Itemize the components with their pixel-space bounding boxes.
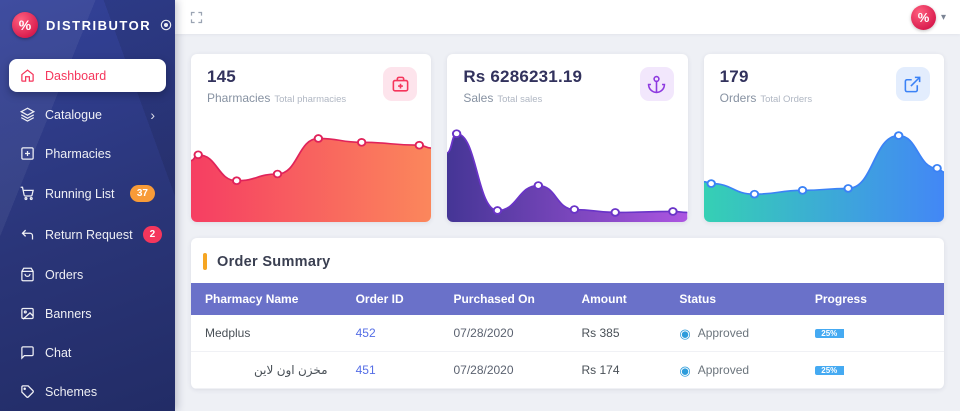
- order-id-link[interactable]: 452: [355, 326, 376, 340]
- sidebar-header: % DISTRIBUTOR: [0, 0, 175, 52]
- return-request-badge: 2: [142, 226, 163, 243]
- purchased-on-cell: 07/28/2020: [439, 351, 568, 389]
- share-icon: [895, 67, 930, 101]
- status-text: Approved: [697, 326, 750, 340]
- sales-stat-card: Rs 6286231.19 Sales Total sales: [447, 54, 688, 222]
- col-pharmacy-name: Pharmacy Name: [191, 283, 342, 315]
- sidebar-item-label: Banners: [45, 306, 92, 321]
- fullscreen-icon[interactable]: [189, 10, 204, 25]
- sidebar-item-label: Dashboard: [45, 68, 107, 83]
- sidebar-toggle-icon[interactable]: [159, 18, 173, 32]
- user-avatar[interactable]: %: [910, 4, 936, 30]
- col-progress: Progress: [800, 283, 944, 315]
- progress-bar: 25%: [814, 365, 930, 375]
- col-amount: Amount: [567, 283, 666, 315]
- pharmacies-count: 145: [207, 67, 236, 86]
- orders-count: 179: [719, 67, 749, 86]
- image-icon: [21, 307, 34, 320]
- medkit-icon: [383, 67, 418, 101]
- sidebar-item-pharmacies[interactable]: Pharmacies: [9, 137, 166, 170]
- chevron-down-icon: ▾: [940, 11, 946, 23]
- status-approved-icon: ◉: [679, 325, 691, 341]
- pharmacy-name-cell: Medplus: [191, 315, 342, 352]
- shopping-bag-icon: [21, 267, 34, 282]
- sidebar-item-catalogue[interactable]: Catalogue ›: [9, 98, 166, 131]
- sidebar-menu: Dashboard Catalogue › Pharmacies Running…: [0, 56, 175, 411]
- sidebar-item-label: Orders: [45, 267, 84, 282]
- sidebar-item-label: Pharmacies: [45, 146, 111, 161]
- running-list-badge: 37: [129, 185, 155, 202]
- plus-square-icon: [21, 147, 34, 160]
- sidebar-item-label: Return Request: [45, 227, 133, 242]
- sidebar-item-banners[interactable]: Banners: [9, 297, 166, 330]
- sidebar-item-schemes[interactable]: Schemes: [9, 375, 166, 408]
- sidebar-item-chat[interactable]: Chat: [9, 336, 166, 369]
- status-text: Approved: [697, 363, 750, 377]
- sales-sublabel: Total sales: [497, 94, 543, 105]
- orders-sparkline-chart: [703, 126, 944, 222]
- sales-sparkline-chart: [447, 126, 688, 222]
- sidebar: % DISTRIBUTOR Dashboard Catalogue › Phar…: [0, 0, 175, 411]
- stat-cards-row: 145 Pharmacies Total pharmacies Rs 628623…: [191, 54, 944, 222]
- user-menu[interactable]: % ▾: [910, 4, 946, 30]
- col-purchased-on: Purchased On: [439, 283, 568, 315]
- col-status: Status: [665, 283, 801, 315]
- topbar: % ▾: [175, 0, 960, 34]
- orders-sublabel: Total Orders: [760, 94, 813, 105]
- orders-label: Orders: [719, 91, 757, 105]
- sidebar-item-orders[interactable]: Orders: [9, 258, 166, 291]
- tag-icon: [21, 385, 34, 398]
- brand-logo-icon: %: [12, 12, 38, 38]
- cart-icon: [20, 186, 34, 201]
- orders-table-header-row: Pharmacy Name Order ID Purchased On Amou…: [191, 283, 944, 315]
- chevron-right-icon: ›: [150, 106, 155, 123]
- title-accent-bar: [203, 253, 207, 270]
- amount-cell: Rs 385: [567, 315, 666, 352]
- sidebar-item-return-request[interactable]: Return Request 2: [9, 217, 166, 252]
- order-id-link[interactable]: 451: [355, 363, 376, 377]
- anchor-icon: [639, 67, 674, 101]
- sidebar-item-label: Catalogue: [45, 107, 102, 122]
- order-summary-title: Order Summary: [217, 253, 331, 270]
- pharmacies-sublabel: Total pharmacies: [274, 94, 347, 105]
- pharmacies-sparkline-chart: [191, 126, 432, 222]
- home-icon: [21, 69, 34, 82]
- table-row: مخزن اون لاين 451 07/28/2020 Rs 174 ◉ App…: [191, 351, 944, 389]
- amount-cell: Rs 174: [567, 351, 666, 389]
- order-summary-card: Order Summary Pharmacy Name Order ID Pur…: [191, 238, 944, 389]
- col-order-id: Order ID: [341, 283, 440, 315]
- main-area: % ▾ 145 Pharmacies Total pharmacies: [175, 0, 960, 411]
- progress-bar: 25%: [814, 328, 930, 338]
- sales-label: Sales: [463, 91, 494, 105]
- chat-bubble-icon: [21, 346, 34, 360]
- sidebar-item-label: Running List: [45, 186, 115, 201]
- status-approved-icon: ◉: [679, 362, 691, 378]
- brand-name: DISTRIBUTOR: [46, 17, 152, 33]
- pharmacies-label: Pharmacies: [207, 91, 271, 105]
- layers-icon: [20, 107, 35, 122]
- orders-table: Pharmacy Name Order ID Purchased On Amou…: [191, 283, 944, 389]
- orders-stat-card: 179 Orders Total Orders: [703, 54, 944, 222]
- sidebar-item-label: Schemes: [45, 384, 98, 399]
- sales-amount: Rs 6286231.19: [463, 67, 583, 86]
- pharmacy-name-cell: مخزن اون لاين: [191, 351, 342, 389]
- sidebar-item-running-list[interactable]: Running List 37: [9, 176, 166, 211]
- progress-fill: 25%: [814, 365, 844, 375]
- sidebar-item-dashboard[interactable]: Dashboard: [9, 59, 166, 92]
- content: 145 Pharmacies Total pharmacies Rs 628623…: [175, 34, 960, 411]
- progress-fill: 25%: [814, 328, 844, 338]
- return-arrow-icon: [21, 229, 34, 240]
- pharmacies-stat-card: 145 Pharmacies Total pharmacies: [191, 54, 432, 222]
- sidebar-item-label: Chat: [45, 345, 72, 360]
- purchased-on-cell: 07/28/2020: [439, 315, 568, 352]
- table-row: Medplus 452 07/28/2020 Rs 385 ◉ Approved …: [191, 315, 944, 352]
